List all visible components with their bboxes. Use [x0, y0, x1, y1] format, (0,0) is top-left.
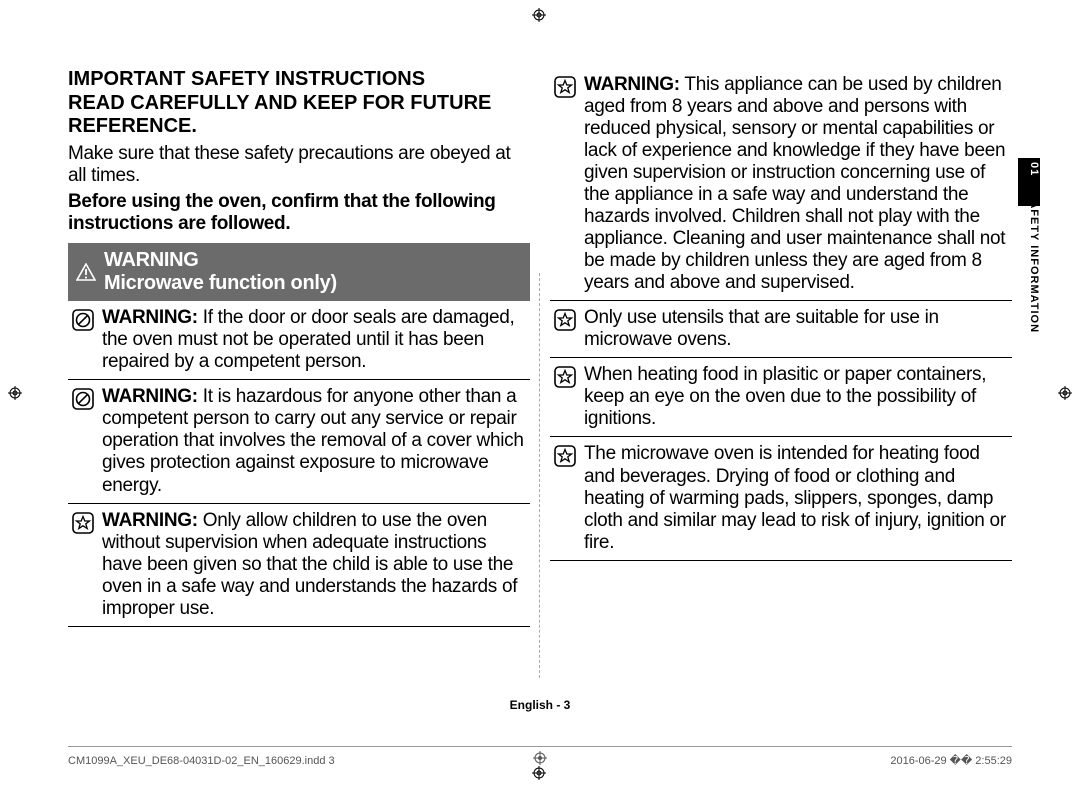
safety-item-text: WARNING: It is hazardous for anyone othe…	[102, 386, 526, 496]
safety-item: WARNING: Only allow children to use the …	[68, 504, 530, 627]
safety-item: WARNING: If the door or door seals are d…	[68, 301, 530, 380]
registration-mark-top	[532, 8, 546, 22]
left-column: IMPORTANT SAFETY INSTRUCTIONS READ CAREF…	[68, 68, 530, 678]
safety-item: WARNING: It is hazardous for anyone othe…	[68, 380, 530, 503]
warning-prefix: WARNING:	[102, 307, 198, 328]
footer-bar: CM1099A_XEU_DE68-04031D-02_EN_160629.ind…	[68, 746, 1012, 770]
safety-item: Only use utensils that are suitable for …	[550, 301, 1012, 358]
column-divider	[539, 273, 540, 678]
safety-item-text: WARNING: This appliance can be used by c…	[584, 74, 1008, 294]
prohibit-icon	[72, 388, 94, 410]
warning-prefix: WARNING:	[102, 386, 198, 407]
warning-sub: Microwave function only)	[104, 272, 337, 294]
safety-item-text: Only use utensils that are suitable for …	[584, 307, 1008, 351]
star-icon	[554, 76, 576, 98]
heading-line-1: IMPORTANT SAFETY INSTRUCTIONS	[68, 68, 530, 92]
safety-item-text: The microwave oven is intended for heati…	[584, 443, 1008, 553]
footer-language: English - 3	[68, 698, 1012, 712]
star-icon	[554, 366, 576, 388]
safety-item: When heating food in plasitic or paper c…	[550, 358, 1012, 437]
side-tab: 01SAFETY INFORMATION	[1018, 158, 1040, 478]
warning-label: WARNING	[104, 249, 199, 271]
safety-item-body: Only use utensils that are suitable for …	[584, 307, 939, 350]
safety-item: WARNING: This appliance can be used by c…	[550, 68, 1012, 301]
left-items-list: WARNING: If the door or door seals are d…	[68, 301, 530, 626]
warning-prefix: WARNING:	[102, 510, 198, 531]
intro-bold: Before using the oven, confirm that the …	[68, 191, 530, 235]
safety-item-text: When heating food in plasitic or paper c…	[584, 364, 1008, 430]
safety-item: The microwave oven is intended for heati…	[550, 437, 1012, 560]
star-icon	[72, 512, 94, 534]
intro-text: Make sure that these safety precautions …	[68, 143, 530, 187]
side-tab-label: SAFETY INFORMATION	[1028, 184, 1040, 333]
manual-page: IMPORTANT SAFETY INSTRUCTIONS READ CAREF…	[0, 0, 1080, 788]
heading-line-2: READ CAREFULLY AND KEEP FOR FUTURE REFER…	[68, 92, 530, 139]
warning-triangle-icon	[76, 263, 96, 281]
safety-item-body: This appliance can be used by children a…	[584, 74, 1005, 293]
warning-bar-text: WARNING Microwave function only)	[104, 249, 337, 295]
star-icon	[554, 445, 576, 467]
registration-mark-footer	[533, 751, 547, 765]
star-icon	[554, 309, 576, 331]
prohibit-icon	[72, 309, 94, 331]
warning-prefix: WARNING:	[584, 74, 680, 95]
registration-mark-left	[8, 386, 22, 400]
safety-item-body: When heating food in plasitic or paper c…	[584, 364, 986, 429]
footer-right: 2016-06-29 �� 2:55:29	[890, 754, 1012, 767]
footer-left: CM1099A_XEU_DE68-04031D-02_EN_160629.ind…	[68, 755, 335, 767]
safety-item-text: WARNING: If the door or door seals are d…	[102, 307, 526, 373]
content-columns: IMPORTANT SAFETY INSTRUCTIONS READ CAREF…	[68, 68, 1012, 678]
right-column: WARNING: This appliance can be used by c…	[550, 68, 1012, 678]
safety-item-text: WARNING: Only allow children to use the …	[102, 510, 526, 620]
right-items-list: WARNING: This appliance can be used by c…	[550, 68, 1012, 561]
side-tab-number: 01	[1028, 162, 1040, 184]
side-tab-text: 01SAFETY INFORMATION	[1018, 162, 1040, 478]
registration-mark-right	[1058, 386, 1072, 400]
warning-bar: WARNING Microwave function only)	[68, 243, 530, 301]
safety-item-body: The microwave oven is intended for heati…	[584, 443, 1006, 552]
